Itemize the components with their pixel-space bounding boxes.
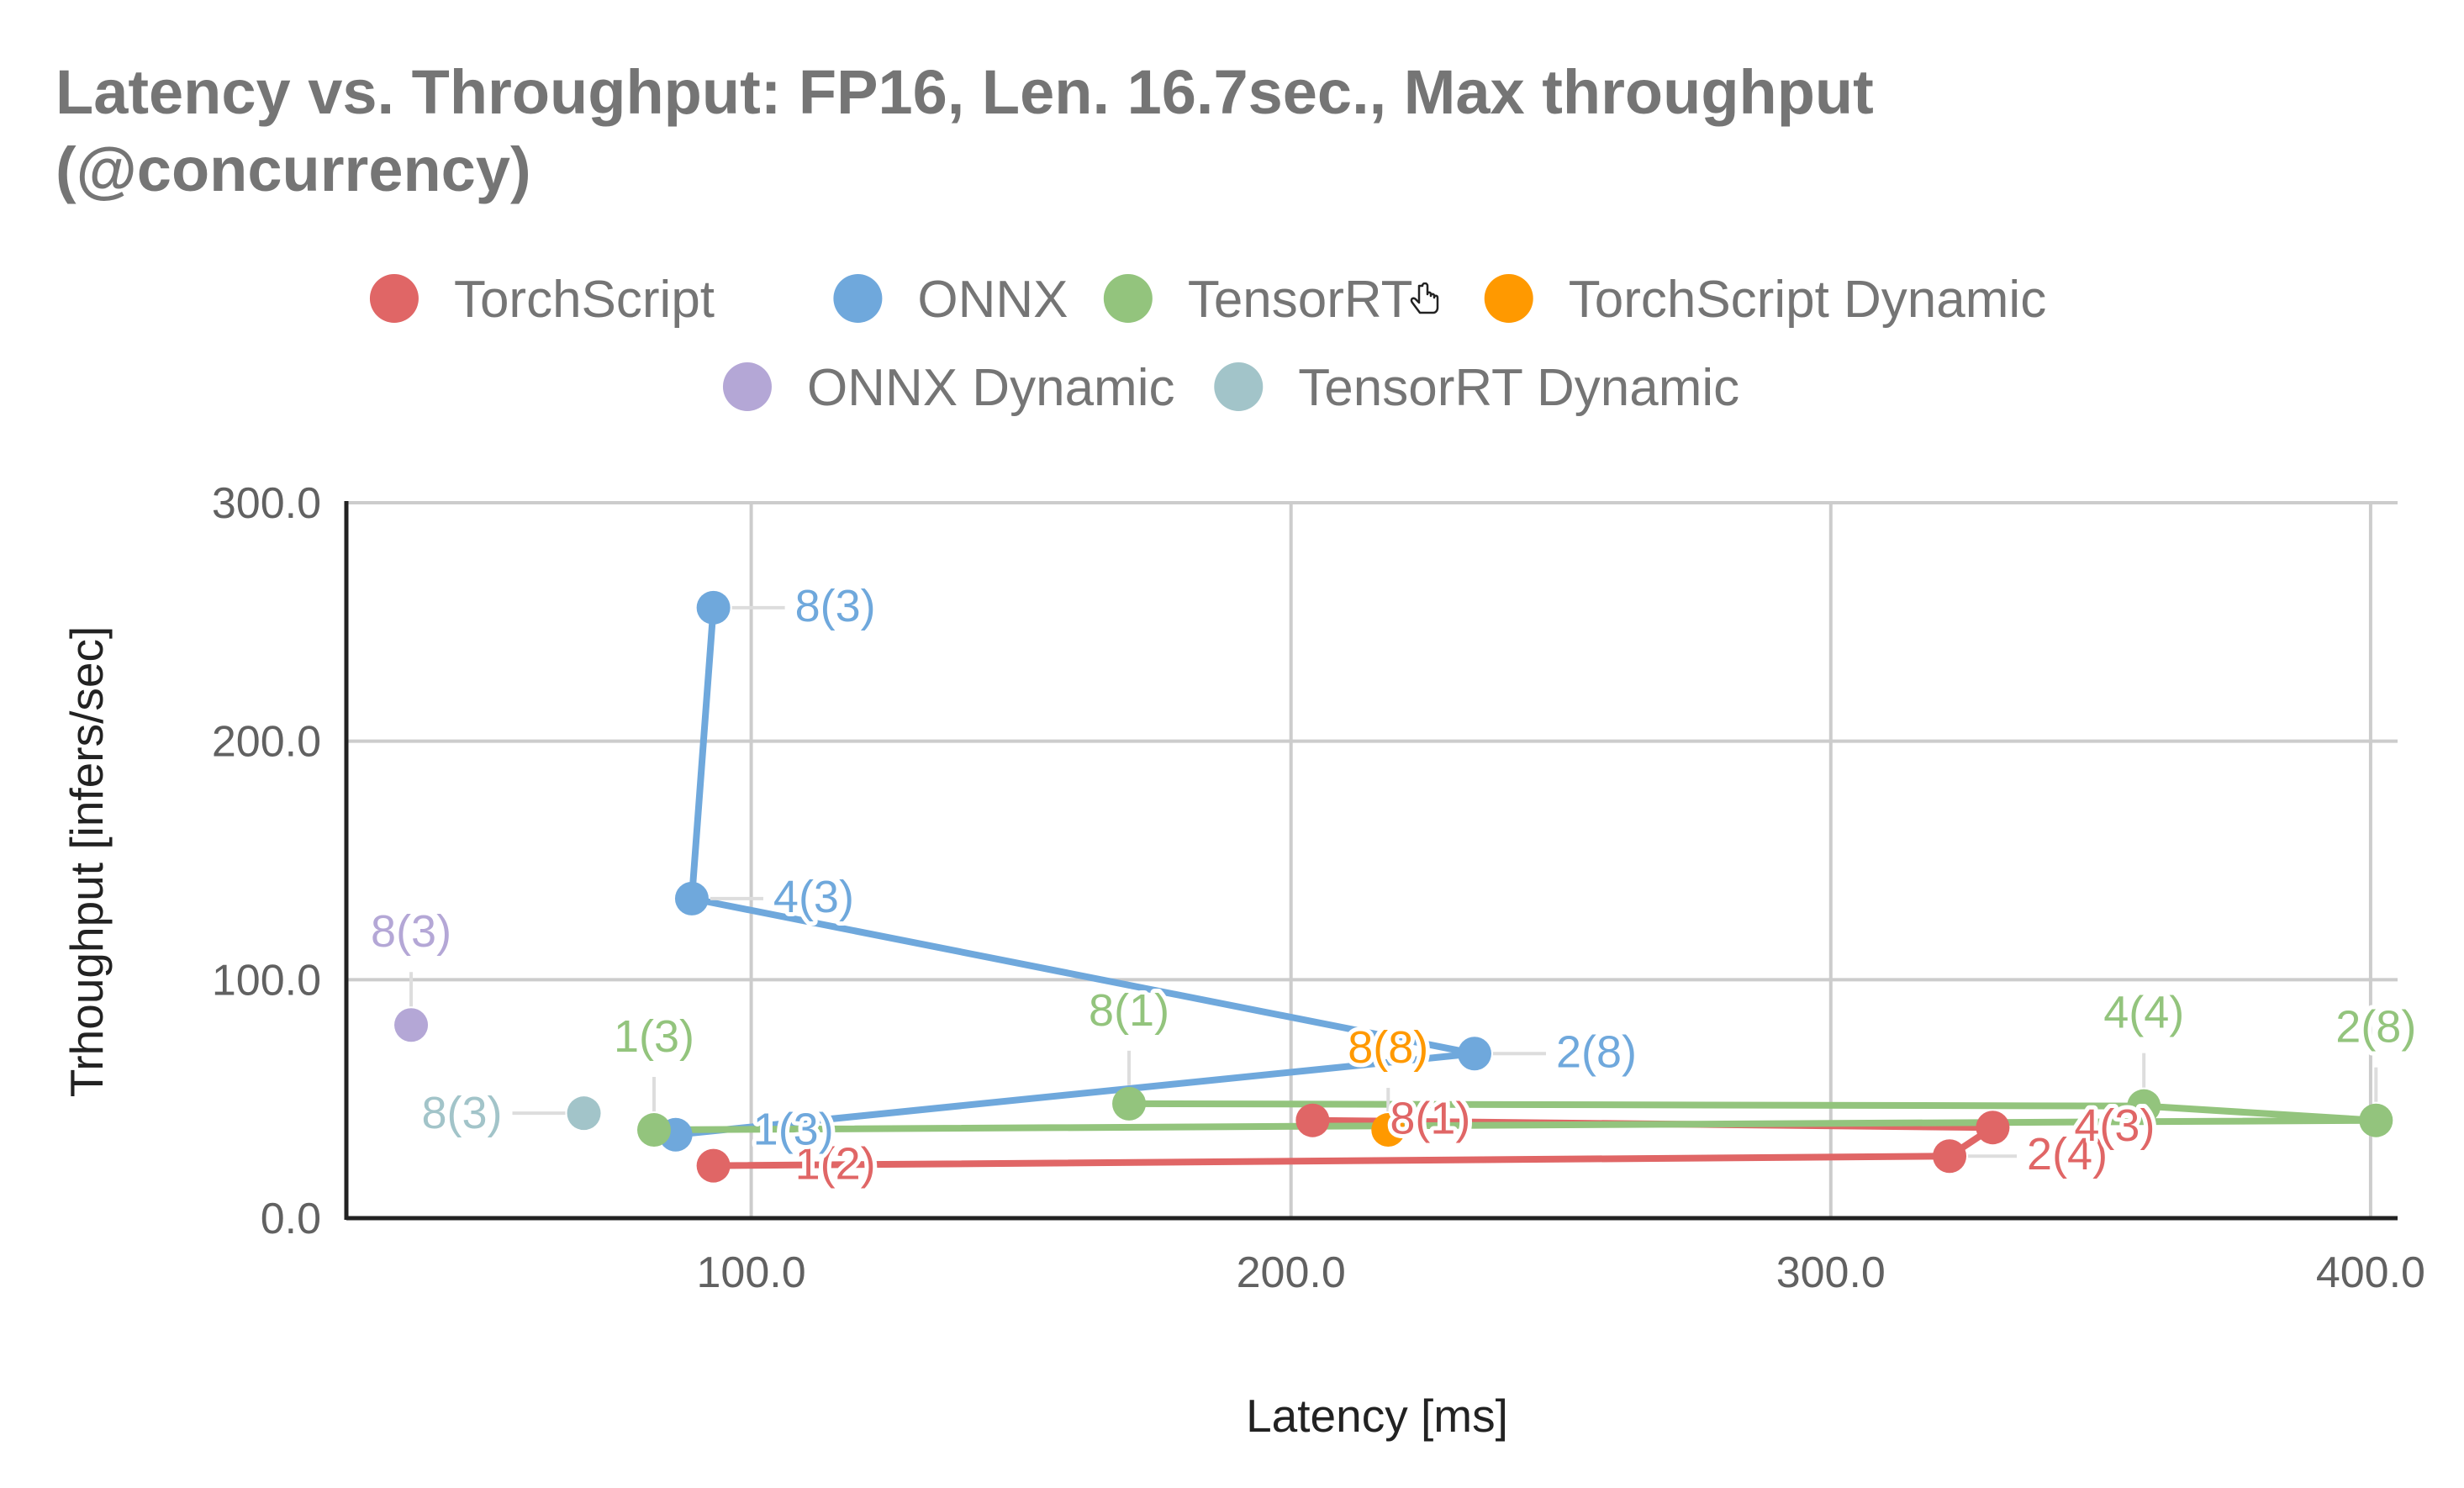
series-line-tensorrt (653, 1100, 2380, 1134)
series-lines (653, 607, 2380, 1169)
legend-marker (1484, 274, 1533, 323)
data-label-torchscript: 2(4) (2027, 1129, 2108, 1179)
legend-label: TensorRT Dynamic (1298, 359, 1739, 417)
data-point-torchscript (1976, 1111, 2010, 1145)
chart-title: Latency vs. Throughput: FP16, Len. 16.7s… (55, 57, 1874, 204)
y-tick-label: 300.0 (212, 479, 321, 528)
leader-lines (409, 605, 2378, 1158)
legend-item-torchscript-dynamic: TorchScript Dynamic (1484, 271, 2046, 329)
data-points (394, 590, 2393, 1183)
data-label-onnx-dynamic: 8(3) (371, 906, 451, 957)
data-label-tensorrt: 4(4) (2103, 988, 2184, 1038)
legend-marker (722, 362, 772, 411)
legend-marker (1103, 274, 1153, 323)
data-label-torchscript: 1(2) (795, 1139, 876, 1190)
legend-item-onnx: ONNX (833, 271, 1068, 329)
x-tick-label: 200.0 (1237, 1248, 1346, 1297)
data-label-tensorrt: 8(1) (1089, 985, 1169, 1036)
x-tick-label: 400.0 (2316, 1248, 2425, 1297)
legend-marker (1214, 362, 1264, 411)
data-label-torchscript: 8(1) (1390, 1094, 1470, 1144)
data-point-tensorrt (2127, 1089, 2161, 1123)
y-tick-label: 100.0 (212, 956, 321, 1005)
data-point-torchscript (1933, 1139, 1967, 1174)
x-axis-title: Latency [ms] (1246, 1390, 1508, 1442)
data-label-onnx: 1(3) (753, 1105, 834, 1155)
data-label-tensorrt: 1(3) (614, 1011, 694, 1062)
legend-item-torchscript: TorchScript (369, 271, 715, 329)
legend-item-tensorrt: TensorRT (1103, 271, 1413, 329)
x-tick-label: 100.0 (697, 1248, 806, 1297)
x-tick-label: 300.0 (1776, 1248, 1886, 1297)
data-point-tensorrt (2359, 1103, 2393, 1137)
data-point-tensorrt (1112, 1086, 1147, 1121)
legend-label: ONNX (917, 271, 1068, 329)
grid (346, 501, 2398, 1218)
axes (344, 501, 2398, 1221)
legend-label: TensorRT (1188, 271, 1413, 329)
legend-item-tensorrt-dynamic: TensorRT Dynamic (1214, 359, 1739, 417)
legend-marker (833, 274, 883, 323)
data-point-torchscript-dynamic (1371, 1113, 1406, 1148)
data-label-torchscript: 4(3) (2074, 1100, 2155, 1151)
data-point-torchscript (696, 1148, 731, 1183)
series-line-onnx (675, 607, 1478, 1138)
data-label-torchscript-dynamic: 8(8) (1348, 1022, 1428, 1073)
data-labels: 1(2) 2(4)4(3)8(1)1(3)2(8)4(3)8(3)1(3) 2(8)… (367, 577, 2420, 1194)
ticks: 0.0 100.0 200.0 300.0 100.0 200.0 300.0 400.0 (212, 479, 2425, 1297)
data-point-onnx (674, 881, 709, 915)
legend-marker (369, 274, 419, 323)
legend-label: ONNX Dynamic (807, 359, 1175, 417)
y-tick-label: 0.0 (261, 1195, 321, 1243)
hand-pointer-icon (1409, 282, 1439, 319)
legend-item-onnx-dynamic: ONNX Dynamic (722, 359, 1175, 417)
data-label-tensorrt: 2(8) (2335, 1002, 2416, 1053)
legend-label: TorchScript (454, 271, 715, 329)
data-point-tensorrt-dynamic (567, 1096, 601, 1131)
data-point-tensorrt (637, 1113, 671, 1148)
data-label-tensorrt-dynamic: 8(3) (422, 1088, 503, 1138)
data-point-onnx (696, 590, 731, 625)
data-point-torchscript (1295, 1103, 1330, 1137)
y-axis-title: Trhoughput [infers/sec] (61, 626, 113, 1097)
data-label-onnx: 8(3) (795, 581, 876, 631)
data-point-onnx (1458, 1037, 1491, 1071)
data-label-onnx: 4(3) (773, 872, 854, 922)
y-tick-label: 200.0 (212, 718, 321, 767)
legend: TorchScript ONNX TensorRT TorchScript Dynam… (369, 271, 2046, 417)
data-label-onnx: 2(8) (1556, 1026, 1637, 1077)
legend-label: TorchScript Dynamic (1569, 271, 2046, 329)
data-point-onnx-dynamic (394, 1008, 429, 1042)
